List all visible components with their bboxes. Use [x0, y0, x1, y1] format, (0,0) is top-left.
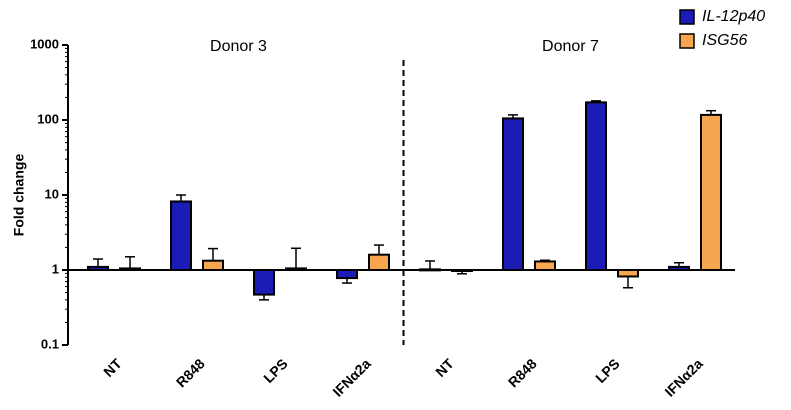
bar	[668, 265, 690, 271]
x-tick-label: LPS	[592, 355, 623, 386]
y-tick-label: 1000	[30, 36, 59, 51]
legend-swatch	[679, 33, 695, 49]
error-bar	[540, 259, 550, 262]
error-bar	[291, 247, 301, 269]
legend-swatch	[679, 9, 695, 25]
bar	[87, 265, 109, 271]
legend-label: ISG56	[702, 32, 747, 49]
bar	[253, 269, 275, 296]
error-bar	[208, 247, 218, 261]
bar	[119, 267, 141, 271]
bar	[419, 268, 441, 272]
bar	[700, 113, 722, 271]
error-bar	[623, 276, 633, 289]
x-tick-label: IFNα2a	[661, 355, 706, 400]
bar	[534, 260, 556, 272]
error-bar	[425, 260, 435, 270]
error-bar	[374, 244, 384, 255]
x-tick-label: LPS	[260, 355, 291, 386]
y-axis-label: Fold change	[11, 154, 27, 237]
error-bar	[674, 261, 684, 267]
x-tick-label: R848	[173, 355, 208, 390]
bar	[202, 259, 224, 271]
bar	[617, 269, 639, 278]
error-bar	[508, 114, 518, 119]
x-tick-label: NT	[432, 355, 457, 380]
error-bar	[93, 258, 103, 267]
y-tick-label: 100	[37, 111, 59, 126]
panel-label: Donor 3	[210, 38, 267, 55]
error-bar	[706, 109, 716, 115]
error-bar	[125, 256, 135, 269]
error-bar	[591, 100, 601, 103]
error-bar	[259, 294, 269, 301]
panel-label: Donor 7	[542, 38, 599, 55]
y-tick-label: 10	[45, 186, 59, 201]
x-tick-label: NT	[100, 355, 125, 380]
bar	[451, 269, 473, 272]
error-bar	[342, 278, 352, 284]
y-tick-label: 1	[52, 261, 59, 276]
bar	[502, 117, 524, 272]
bar	[170, 200, 192, 271]
bar	[585, 101, 607, 271]
x-tick-label: R848	[505, 355, 540, 390]
error-bar	[176, 194, 186, 202]
x-tick-label: IFNα2a	[329, 355, 374, 400]
bar	[368, 253, 390, 271]
bar	[336, 269, 358, 280]
legend-label: IL-12p40	[702, 8, 765, 25]
y-tick-label: 0.1	[41, 336, 59, 351]
error-bar	[457, 270, 467, 275]
bar	[285, 267, 307, 271]
